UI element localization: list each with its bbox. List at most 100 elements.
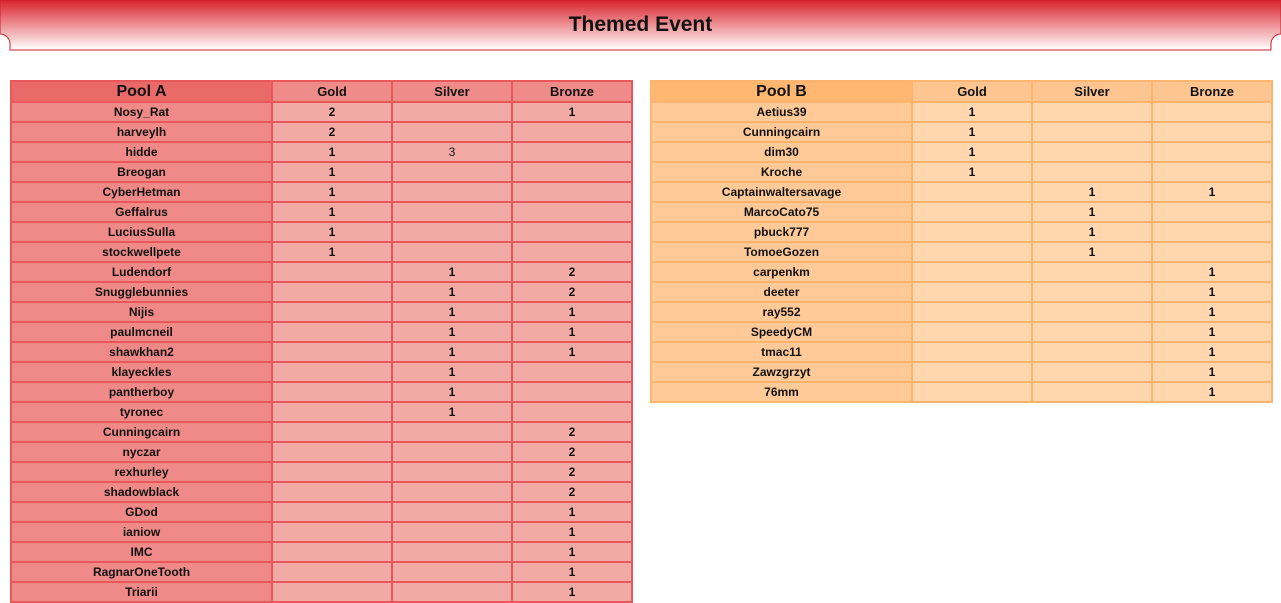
medal-count: 1 (511, 561, 633, 583)
row: hidde 1 3 (10, 141, 633, 163)
player-name: Nijis (10, 301, 273, 323)
row: Cunningcairn 2 (10, 421, 633, 443)
player-name: tmac11 (650, 341, 913, 363)
player-name: rexhurley (10, 461, 273, 483)
medal-count: 1 (911, 161, 1033, 183)
medal-count (911, 341, 1033, 363)
player-name: IMC (10, 541, 273, 563)
player-name: Captainwaltersavage (650, 181, 913, 203)
row: 76mm 1 (650, 381, 1273, 403)
row: Zawzgrzyt 1 (650, 361, 1273, 383)
medal-count (271, 341, 393, 363)
row: klayeckles 1 (10, 361, 633, 383)
row: Kroche 1 (650, 161, 1273, 183)
player-name: Cunningcairn (10, 421, 273, 443)
medal-count (911, 281, 1033, 303)
medal-count (911, 301, 1033, 323)
player-name: Zawzgrzyt (650, 361, 913, 383)
medal-count (1031, 321, 1153, 343)
medal-count (911, 261, 1033, 283)
medal-count (391, 501, 513, 523)
medal-count: 1 (911, 101, 1033, 123)
header-row: Pool B Gold Silver Bronze (650, 80, 1273, 103)
column-header: Silver (391, 80, 513, 103)
medal-count: 1 (271, 221, 393, 243)
medal-count (1031, 281, 1153, 303)
medal-count: 1 (511, 101, 633, 123)
player-name: deeter (650, 281, 913, 303)
player-name: tyronec (10, 401, 273, 423)
medal-count: 1 (1031, 221, 1153, 243)
row: deeter 1 (650, 281, 1273, 303)
player-name: carpenkm (650, 261, 913, 283)
medal-count (1031, 121, 1153, 143)
player-name: Kroche (650, 161, 913, 183)
medal-count: 2 (511, 421, 633, 443)
player-name: paulmcneil (10, 321, 273, 343)
medal-count (1031, 381, 1153, 403)
player-name: TomoeGozen (650, 241, 913, 263)
medal-count (511, 361, 633, 383)
player-name: Aetius39 (650, 101, 913, 123)
row: Ludendorf 1 2 (10, 261, 633, 283)
medal-count (391, 521, 513, 543)
row: tmac11 1 (650, 341, 1273, 363)
medal-count: 1 (271, 201, 393, 223)
row: harveylh 2 (10, 121, 633, 143)
medal-count: 1 (1031, 241, 1153, 263)
medal-count: 2 (271, 121, 393, 143)
row: tyronec 1 (10, 401, 633, 423)
medal-count (511, 181, 633, 203)
row: LuciusSulla 1 (10, 221, 633, 243)
pool-a-table: Pool A Gold Silver Bronze Nosy_Rat 2 1 harveylh… (10, 80, 633, 603)
medal-count (1031, 361, 1153, 383)
medal-count (271, 261, 393, 283)
medal-count (271, 381, 393, 403)
player-name: GDod (10, 501, 273, 523)
row: Triarii 1 (10, 581, 633, 603)
medal-count (391, 181, 513, 203)
medal-count (911, 181, 1033, 203)
medal-count (391, 421, 513, 443)
medal-count (391, 481, 513, 503)
medal-count: 1 (1031, 181, 1153, 203)
row: GDod 1 (10, 501, 633, 523)
medal-count (911, 241, 1033, 263)
medal-count: 1 (511, 301, 633, 323)
row: ianiow 1 (10, 521, 633, 543)
pool-header: Pool B (650, 80, 913, 103)
medal-count (271, 361, 393, 383)
medal-count (1151, 161, 1273, 183)
medal-count (271, 461, 393, 483)
medal-count (391, 461, 513, 483)
row: shawkhan2 1 1 (10, 341, 633, 363)
column-header: Bronze (1151, 80, 1273, 103)
medal-count (271, 441, 393, 463)
banner (0, 0, 1281, 51)
medal-count (391, 101, 513, 123)
row: stockwellpete 1 (10, 241, 633, 263)
medal-count (391, 541, 513, 563)
medal-count (391, 581, 513, 603)
row: pbuck777 1 (650, 221, 1273, 243)
medal-count (391, 561, 513, 583)
medal-count: 1 (1151, 381, 1273, 403)
medal-count: 1 (391, 381, 513, 403)
medal-count: 1 (1151, 341, 1273, 363)
column-header: Gold (271, 80, 393, 103)
player-name: Triarii (10, 581, 273, 603)
player-name: harveylh (10, 121, 273, 143)
player-name: klayeckles (10, 361, 273, 383)
row: Nosy_Rat 2 1 (10, 101, 633, 123)
player-name: SpeedyCM (650, 321, 913, 343)
player-name: ianiow (10, 521, 273, 543)
player-name: stockwellpete (10, 241, 273, 263)
medal-count: 1 (391, 341, 513, 363)
column-header: Silver (1031, 80, 1153, 103)
medal-count: 1 (391, 401, 513, 423)
player-name: Breogan (10, 161, 273, 183)
player-name: LuciusSulla (10, 221, 273, 243)
medal-count: 1 (511, 341, 633, 363)
medal-count: 1 (1031, 201, 1153, 223)
medal-count (1151, 201, 1273, 223)
